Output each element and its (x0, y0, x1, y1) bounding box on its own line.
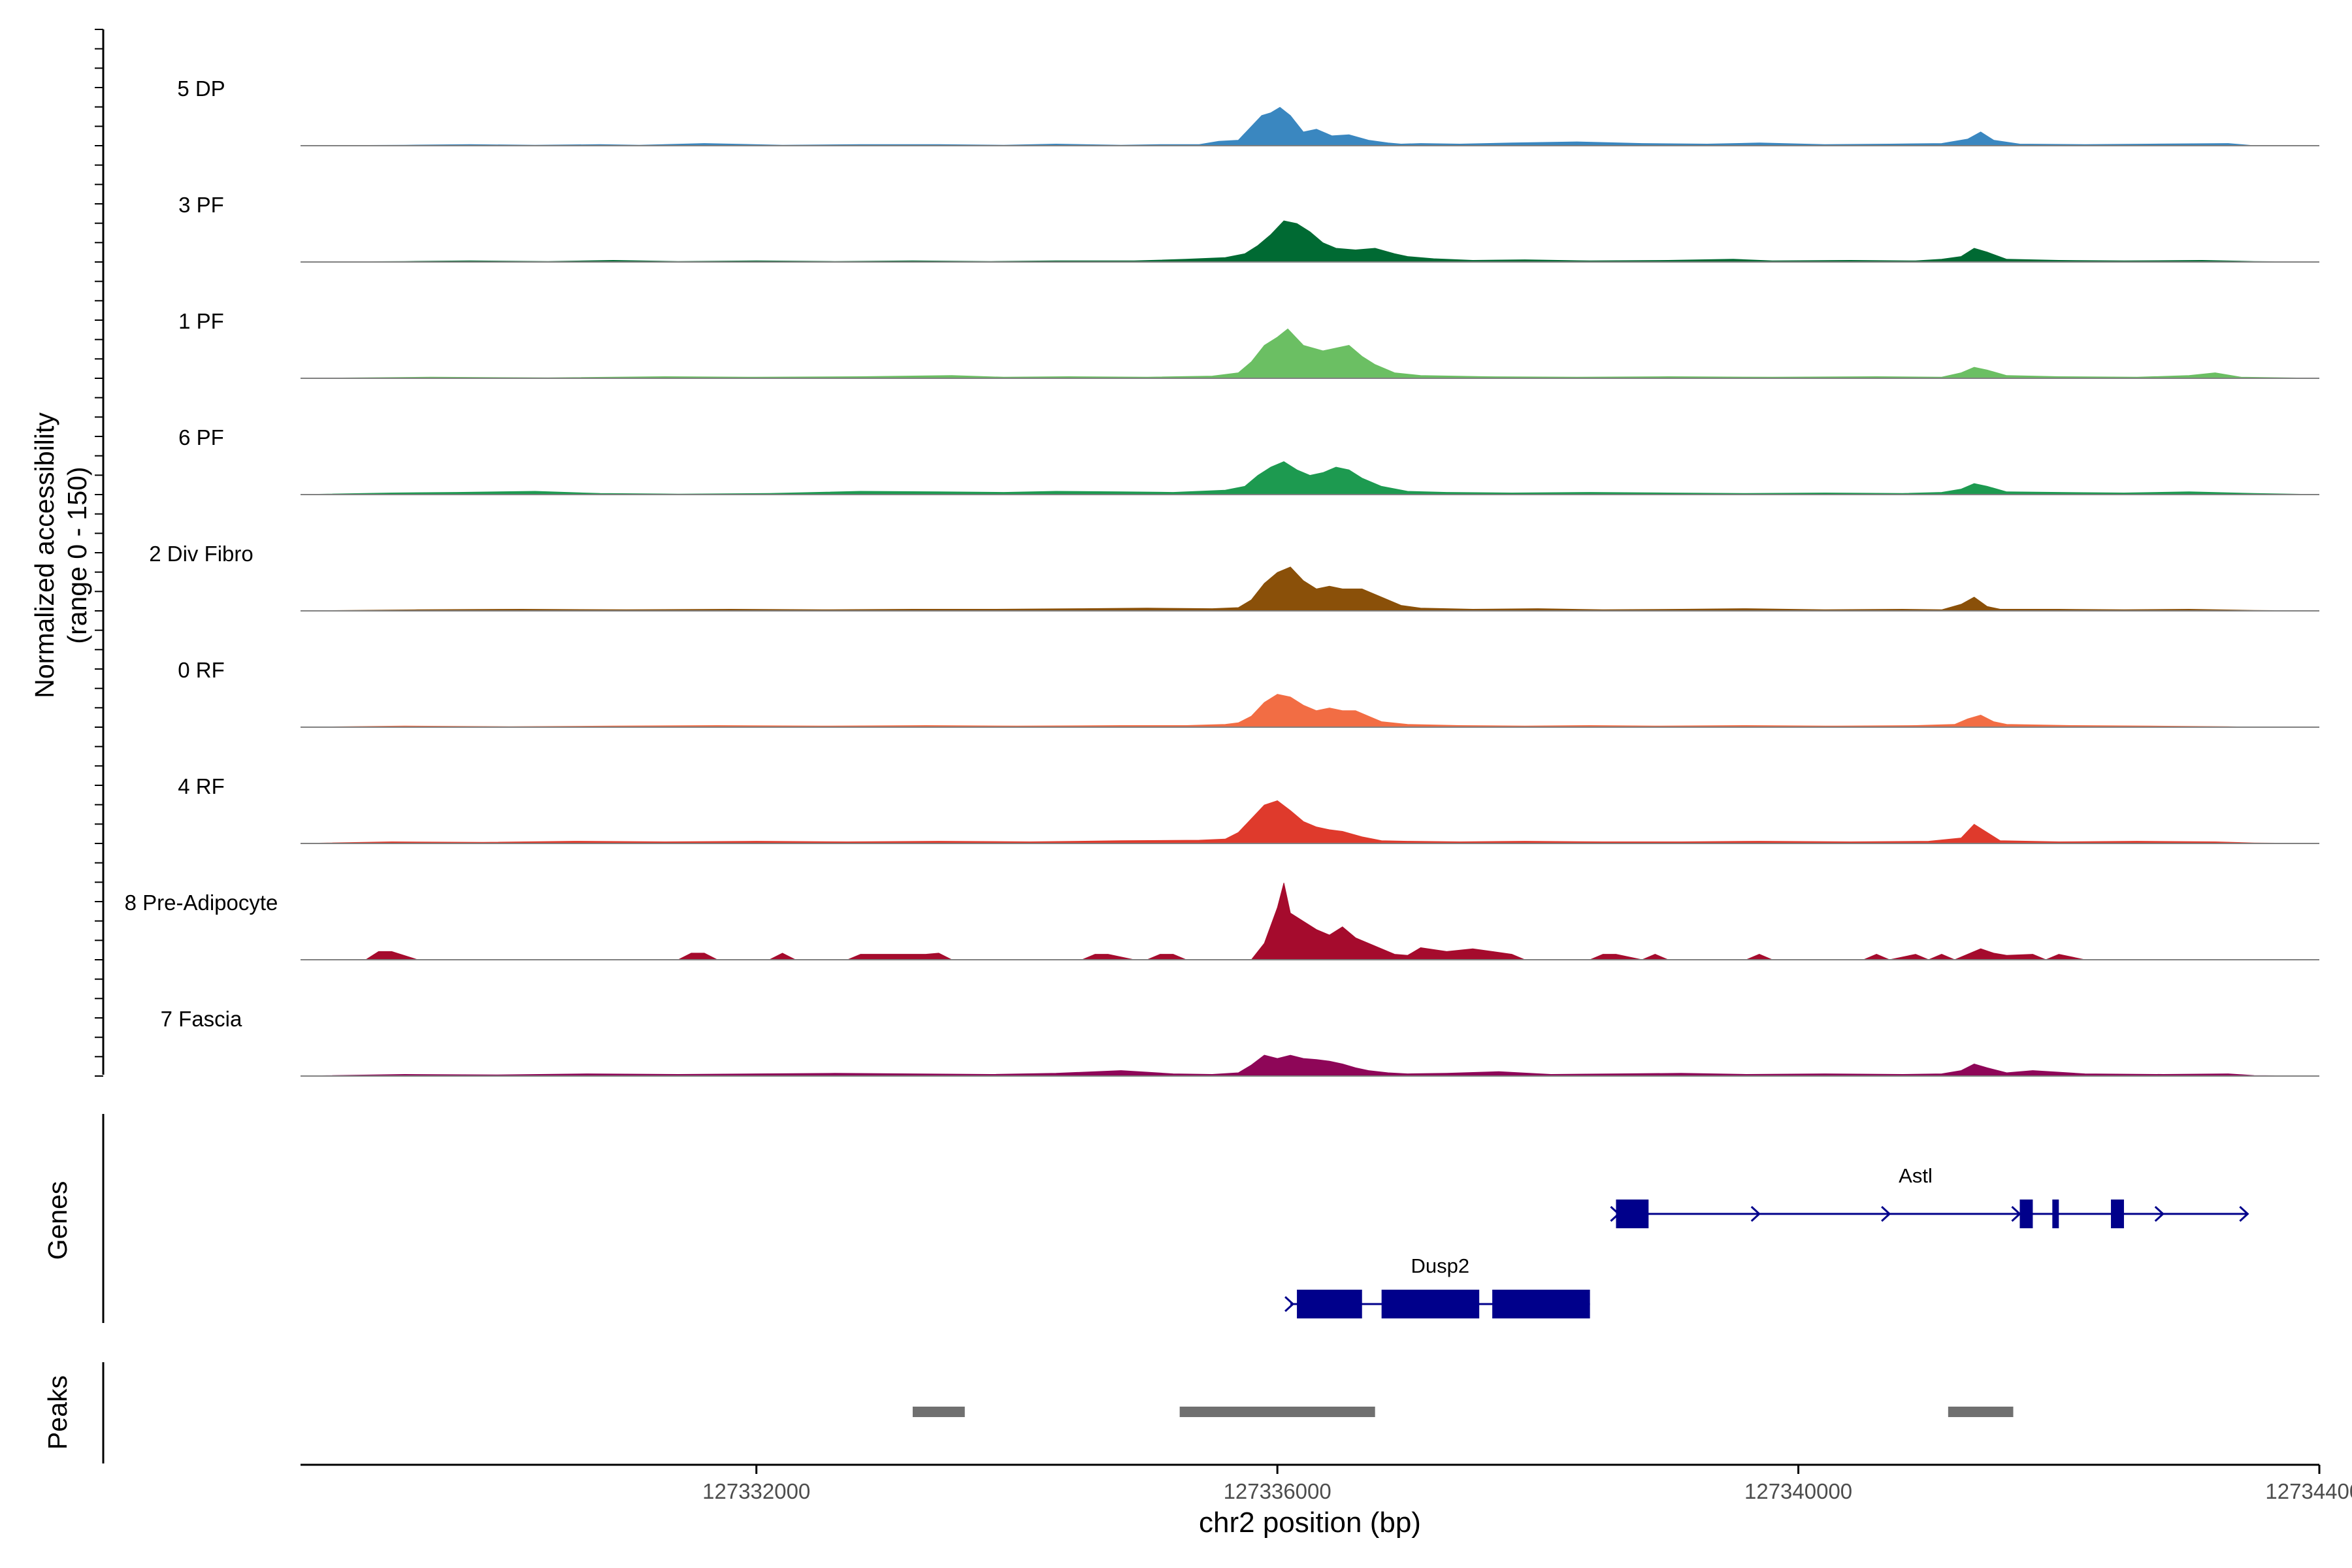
track-label: 0 RF (178, 658, 225, 682)
accessibility-tracks: 5 DP 3 PF 1 PF 6 PF 2 Div Fibro 0 RF 4 RF 8 Pre… (95, 29, 2320, 1077)
track-0-rf: 0 RF (95, 610, 2319, 728)
exon-block (2019, 1200, 2033, 1228)
track-7-fascia: 7 Fascia (95, 959, 2320, 1077)
track-3-pf: 3 PF (95, 145, 2320, 263)
coverage-area (301, 883, 2319, 960)
track-label: 7 Fascia (161, 1007, 242, 1031)
peaks-panel-label: Peaks (42, 1375, 73, 1450)
strand-arrow (2239, 1205, 2249, 1222)
coverage-area (300, 1054, 2320, 1077)
coverage-area (300, 566, 2320, 612)
gene-label: Astl (1899, 1164, 1933, 1187)
genes-panel: Genes Astl Dusp2 (42, 1114, 2249, 1323)
track-8-pre-adipocyte: 8 Pre-Adipocyte (95, 843, 2319, 960)
peak-bar (912, 1407, 965, 1417)
track-label: 1 PF (178, 309, 224, 333)
exon-block (1616, 1200, 1649, 1228)
peak-bar (1179, 1407, 1375, 1417)
gene-label: Dusp2 (1411, 1254, 1470, 1277)
coverage-area (300, 106, 2319, 146)
strand-arrow (2154, 1205, 2164, 1222)
y-axis-title-line2: (range 0 - 150) (62, 466, 92, 644)
track-6-pf: 6 PF (95, 378, 2320, 495)
coverage-area (300, 461, 2320, 495)
track-label: 3 PF (178, 193, 224, 217)
gene-astl: Astl (1610, 1164, 2249, 1228)
x-axis: chr2 position (bp) 127332000 127336000 127… (301, 1463, 2352, 1539)
track-4-rf: 4 RF (95, 727, 2320, 844)
exon-block (2052, 1200, 2059, 1228)
coverage-area (300, 800, 2320, 844)
exon-block (1381, 1290, 1480, 1318)
coverage-area (300, 694, 2319, 728)
strand-arrow (1750, 1205, 1761, 1222)
coverage-area (300, 328, 2320, 379)
track-5-dp: 5 DP (95, 29, 2319, 146)
exon-block (2111, 1200, 2124, 1228)
track-label: 8 Pre-Adipocyte (125, 890, 278, 915)
track-1-pf: 1 PF (95, 261, 2320, 379)
x-tick-label: 127336000 (1224, 1479, 1331, 1503)
exon-block (1492, 1290, 1590, 1318)
coverage-area (300, 220, 2320, 263)
genes-panel-label: Genes (42, 1181, 73, 1260)
peaks-panel: Peaks (42, 1362, 2014, 1463)
strand-arrow (1284, 1296, 1295, 1313)
track-label: 5 DP (177, 76, 225, 101)
y-axis-title-line1: Normalized accessibility (29, 412, 59, 698)
x-axis-title: chr2 position (bp) (1199, 1507, 1421, 1539)
y-axis-title: Normalized accessibility (range 0 - 150) (29, 412, 92, 698)
exon-block (1297, 1290, 1362, 1318)
track-2-div-fibro: 2 Div Fibro (95, 494, 2320, 612)
track-label: 2 Div Fibro (149, 542, 253, 566)
strand-arrow (1881, 1205, 1891, 1222)
x-tick-label: 127340000 (1744, 1479, 1852, 1503)
track-label: 4 RF (178, 774, 225, 798)
gene-dusp2: Dusp2 (1284, 1254, 1590, 1318)
x-tick-label: 127332000 (702, 1479, 810, 1503)
x-tick-label: 127344000 (2265, 1479, 2352, 1503)
peak-bar (1948, 1407, 2014, 1417)
track-label: 6 PF (178, 425, 224, 449)
